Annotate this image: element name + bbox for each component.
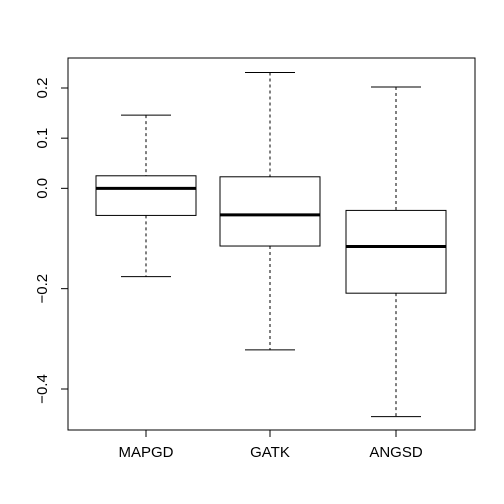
y-axis: −0.4 −0.2 0.0 0.1 0.2 [34, 78, 69, 404]
box-mapgd [95, 114, 197, 278]
iqr-box [219, 176, 321, 247]
y-tick-label: 0.2 [34, 78, 51, 99]
y-tick-label: −0.2 [34, 274, 51, 304]
y-tick-label: −0.4 [34, 374, 51, 404]
iqr-box [345, 209, 447, 294]
box-angsd [345, 86, 447, 418]
x-tick-label: GATK [250, 444, 290, 461]
iqr-box [95, 175, 197, 216]
y-tick-label: 0.0 [34, 178, 51, 199]
y-tick-label: 0.1 [34, 128, 51, 149]
x-tick-label: MAPGD [118, 444, 173, 461]
x-tick-label: ANGSD [369, 444, 423, 461]
x-axis: MAPGD GATK ANGSD [118, 430, 423, 461]
boxes-group [95, 71, 447, 418]
box-gatk [219, 71, 321, 351]
